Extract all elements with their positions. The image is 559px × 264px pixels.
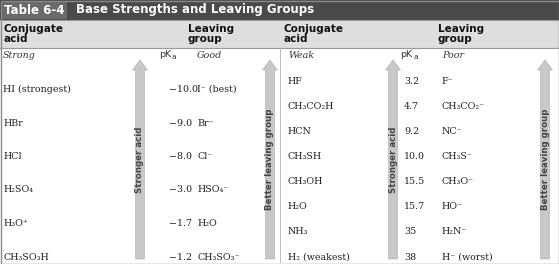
Text: H₂SO₄: H₂SO₄ xyxy=(3,186,33,195)
Text: CH₃CO₂H: CH₃CO₂H xyxy=(288,102,334,111)
Text: CH₃O⁻: CH₃O⁻ xyxy=(442,177,474,186)
Text: group: group xyxy=(188,34,222,44)
Text: −3.0: −3.0 xyxy=(169,186,192,195)
Text: 4.7: 4.7 xyxy=(404,102,419,111)
Text: HI (strongest): HI (strongest) xyxy=(3,85,71,94)
Text: 15.7: 15.7 xyxy=(404,202,425,211)
Text: Base Strengths and Leaving Groups: Base Strengths and Leaving Groups xyxy=(76,3,314,16)
Text: CH₃SO₃H: CH₃SO₃H xyxy=(3,252,49,262)
Text: 3.2: 3.2 xyxy=(404,77,419,86)
Text: HBr: HBr xyxy=(3,119,23,128)
Text: Strong: Strong xyxy=(3,51,36,60)
Text: a: a xyxy=(413,54,418,60)
Text: Table 6-4: Table 6-4 xyxy=(4,3,64,16)
Text: group: group xyxy=(438,34,473,44)
Text: H₃O⁺: H₃O⁺ xyxy=(3,219,28,228)
Text: acid: acid xyxy=(4,34,29,44)
Text: Conjugate: Conjugate xyxy=(4,24,64,34)
Bar xyxy=(0,20,559,48)
Text: pK: pK xyxy=(159,50,171,59)
Text: Br⁻: Br⁻ xyxy=(197,119,214,128)
Text: CH₃OH: CH₃OH xyxy=(288,177,323,186)
Text: HO⁻: HO⁻ xyxy=(442,202,463,211)
Text: Weak: Weak xyxy=(288,51,314,60)
FancyArrow shape xyxy=(132,60,148,259)
Text: Stronger acid: Stronger acid xyxy=(389,126,397,193)
Bar xyxy=(0,48,559,262)
Text: 9.2: 9.2 xyxy=(404,127,419,136)
Text: H⁻ (worst): H⁻ (worst) xyxy=(442,252,492,262)
Text: Leaving: Leaving xyxy=(438,24,484,34)
Text: Conjugate: Conjugate xyxy=(284,24,344,34)
Text: NH₃: NH₃ xyxy=(288,227,309,236)
FancyArrow shape xyxy=(538,60,552,259)
Text: pK: pK xyxy=(400,50,412,59)
Text: −1.7: −1.7 xyxy=(169,219,192,228)
Text: HSO₄⁻: HSO₄⁻ xyxy=(197,186,228,195)
Text: H₂O: H₂O xyxy=(197,219,217,228)
Text: −1.2: −1.2 xyxy=(169,252,192,262)
Text: Stronger acid: Stronger acid xyxy=(135,126,144,193)
Text: −10.0: −10.0 xyxy=(169,85,198,94)
Text: HF: HF xyxy=(288,77,303,86)
Text: CH₃S⁻: CH₃S⁻ xyxy=(442,152,473,161)
Text: HCl: HCl xyxy=(3,152,22,161)
Text: −8.0: −8.0 xyxy=(169,152,192,161)
Text: CH₃SH: CH₃SH xyxy=(288,152,322,161)
Text: acid: acid xyxy=(284,34,309,44)
Text: CH₃SO₃⁻: CH₃SO₃⁻ xyxy=(197,252,239,262)
Text: Better leaving group: Better leaving group xyxy=(266,109,274,210)
Text: Poor: Poor xyxy=(442,51,464,60)
FancyArrow shape xyxy=(386,60,400,259)
Text: I⁻ (best): I⁻ (best) xyxy=(197,85,236,94)
Text: 35: 35 xyxy=(404,227,416,236)
Text: H₂O: H₂O xyxy=(288,202,308,211)
Text: 15.5: 15.5 xyxy=(404,177,425,186)
Bar xyxy=(0,0,559,20)
FancyArrow shape xyxy=(263,60,277,259)
Text: F⁻: F⁻ xyxy=(442,77,453,86)
Text: 10.0: 10.0 xyxy=(404,152,425,161)
Text: Good: Good xyxy=(197,51,222,60)
Text: Leaving: Leaving xyxy=(188,24,234,34)
Text: H₂N⁻: H₂N⁻ xyxy=(442,227,467,236)
Text: 38: 38 xyxy=(404,252,416,262)
Text: Better leaving group: Better leaving group xyxy=(541,109,549,210)
Text: −9.0: −9.0 xyxy=(169,119,192,128)
Bar xyxy=(1,1,67,19)
Text: NC⁻: NC⁻ xyxy=(442,127,463,136)
Text: a: a xyxy=(172,54,177,60)
Text: HCN: HCN xyxy=(288,127,312,136)
Text: H₂ (weakest): H₂ (weakest) xyxy=(288,252,350,262)
Text: CH₃CO₂⁻: CH₃CO₂⁻ xyxy=(442,102,485,111)
Text: Cl⁻: Cl⁻ xyxy=(197,152,212,161)
